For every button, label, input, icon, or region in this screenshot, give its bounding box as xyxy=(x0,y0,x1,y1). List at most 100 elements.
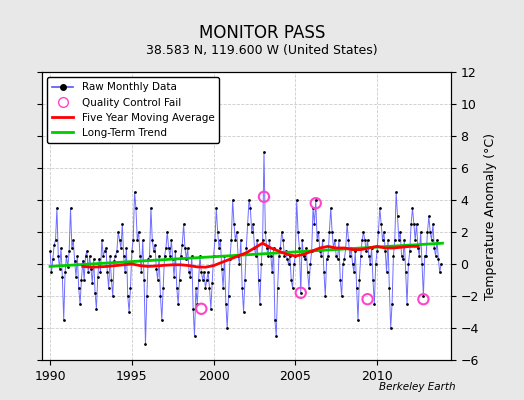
Point xyxy=(329,245,337,251)
Point xyxy=(407,221,416,227)
Point xyxy=(339,261,347,267)
Point xyxy=(394,213,402,219)
Point xyxy=(397,253,406,259)
Point xyxy=(430,245,439,251)
Point xyxy=(245,197,253,203)
Point xyxy=(80,277,89,283)
Point xyxy=(359,229,368,235)
Point xyxy=(257,261,266,267)
Point xyxy=(417,229,425,235)
Point xyxy=(204,269,212,275)
Point xyxy=(138,237,147,243)
Legend: Raw Monthly Data, Quality Control Fail, Five Year Moving Average, Long-Term Tren: Raw Monthly Data, Quality Control Fail, … xyxy=(47,77,220,143)
Point xyxy=(309,205,317,211)
Point xyxy=(106,253,114,259)
Point xyxy=(301,256,309,262)
Point xyxy=(400,237,409,243)
Point xyxy=(396,229,405,235)
Point xyxy=(178,242,187,248)
Point xyxy=(320,269,328,275)
Point xyxy=(252,253,260,259)
Point xyxy=(235,261,244,267)
Point xyxy=(285,261,293,267)
Point xyxy=(437,261,445,267)
Point xyxy=(348,261,357,267)
Point xyxy=(317,253,325,259)
Point xyxy=(288,285,297,291)
Point xyxy=(261,229,269,235)
Point xyxy=(61,269,69,275)
Point xyxy=(132,205,140,211)
Point xyxy=(260,194,268,200)
Point xyxy=(49,256,57,262)
Point xyxy=(196,253,204,259)
Point xyxy=(253,237,261,243)
Point xyxy=(179,221,188,227)
Point xyxy=(355,277,364,283)
Text: MONITOR PASS: MONITOR PASS xyxy=(199,24,325,42)
Point xyxy=(152,266,160,272)
Point xyxy=(347,245,355,251)
Point xyxy=(186,274,194,280)
Point xyxy=(260,149,268,155)
Point xyxy=(194,277,203,283)
Point xyxy=(118,221,126,227)
Point xyxy=(431,253,440,259)
Point xyxy=(199,277,207,283)
Point xyxy=(220,253,228,259)
Point xyxy=(367,245,376,251)
Point xyxy=(381,248,389,254)
Point xyxy=(363,237,372,243)
Point xyxy=(291,253,300,259)
Point xyxy=(188,253,196,259)
Point xyxy=(303,269,312,275)
Point xyxy=(340,256,348,262)
Point xyxy=(302,245,310,251)
Point xyxy=(287,277,296,283)
Point xyxy=(369,277,377,283)
Point xyxy=(122,245,130,251)
Point xyxy=(219,285,227,291)
Point xyxy=(125,309,133,315)
Point xyxy=(268,269,276,275)
Point xyxy=(58,274,67,280)
Point xyxy=(203,277,211,283)
Point xyxy=(395,237,403,243)
Point xyxy=(387,325,395,331)
Point xyxy=(372,261,380,267)
Point xyxy=(174,301,182,307)
Point xyxy=(113,248,121,254)
Point xyxy=(170,274,178,280)
Point xyxy=(87,266,95,272)
Point xyxy=(70,258,79,264)
Point xyxy=(94,274,102,280)
Point xyxy=(258,237,267,243)
Point xyxy=(263,245,271,251)
Point xyxy=(99,253,107,259)
Point xyxy=(274,285,282,291)
Point xyxy=(313,237,321,243)
Point xyxy=(244,221,252,227)
Point xyxy=(121,269,129,275)
Point xyxy=(227,237,235,243)
Point xyxy=(264,253,272,259)
Point xyxy=(378,237,387,243)
Point xyxy=(353,285,361,291)
Point xyxy=(213,229,222,235)
Point xyxy=(411,237,419,243)
Point xyxy=(275,253,283,259)
Point xyxy=(230,221,238,227)
Point xyxy=(129,237,137,243)
Point xyxy=(312,197,320,203)
Point xyxy=(286,253,294,259)
Point xyxy=(114,229,123,235)
Point xyxy=(331,237,339,243)
Point xyxy=(182,256,191,262)
Point xyxy=(51,237,60,243)
Point xyxy=(310,221,319,227)
Point xyxy=(54,253,62,259)
Point xyxy=(190,333,199,339)
Point xyxy=(141,341,150,347)
Point xyxy=(377,221,385,227)
Point xyxy=(102,245,110,251)
